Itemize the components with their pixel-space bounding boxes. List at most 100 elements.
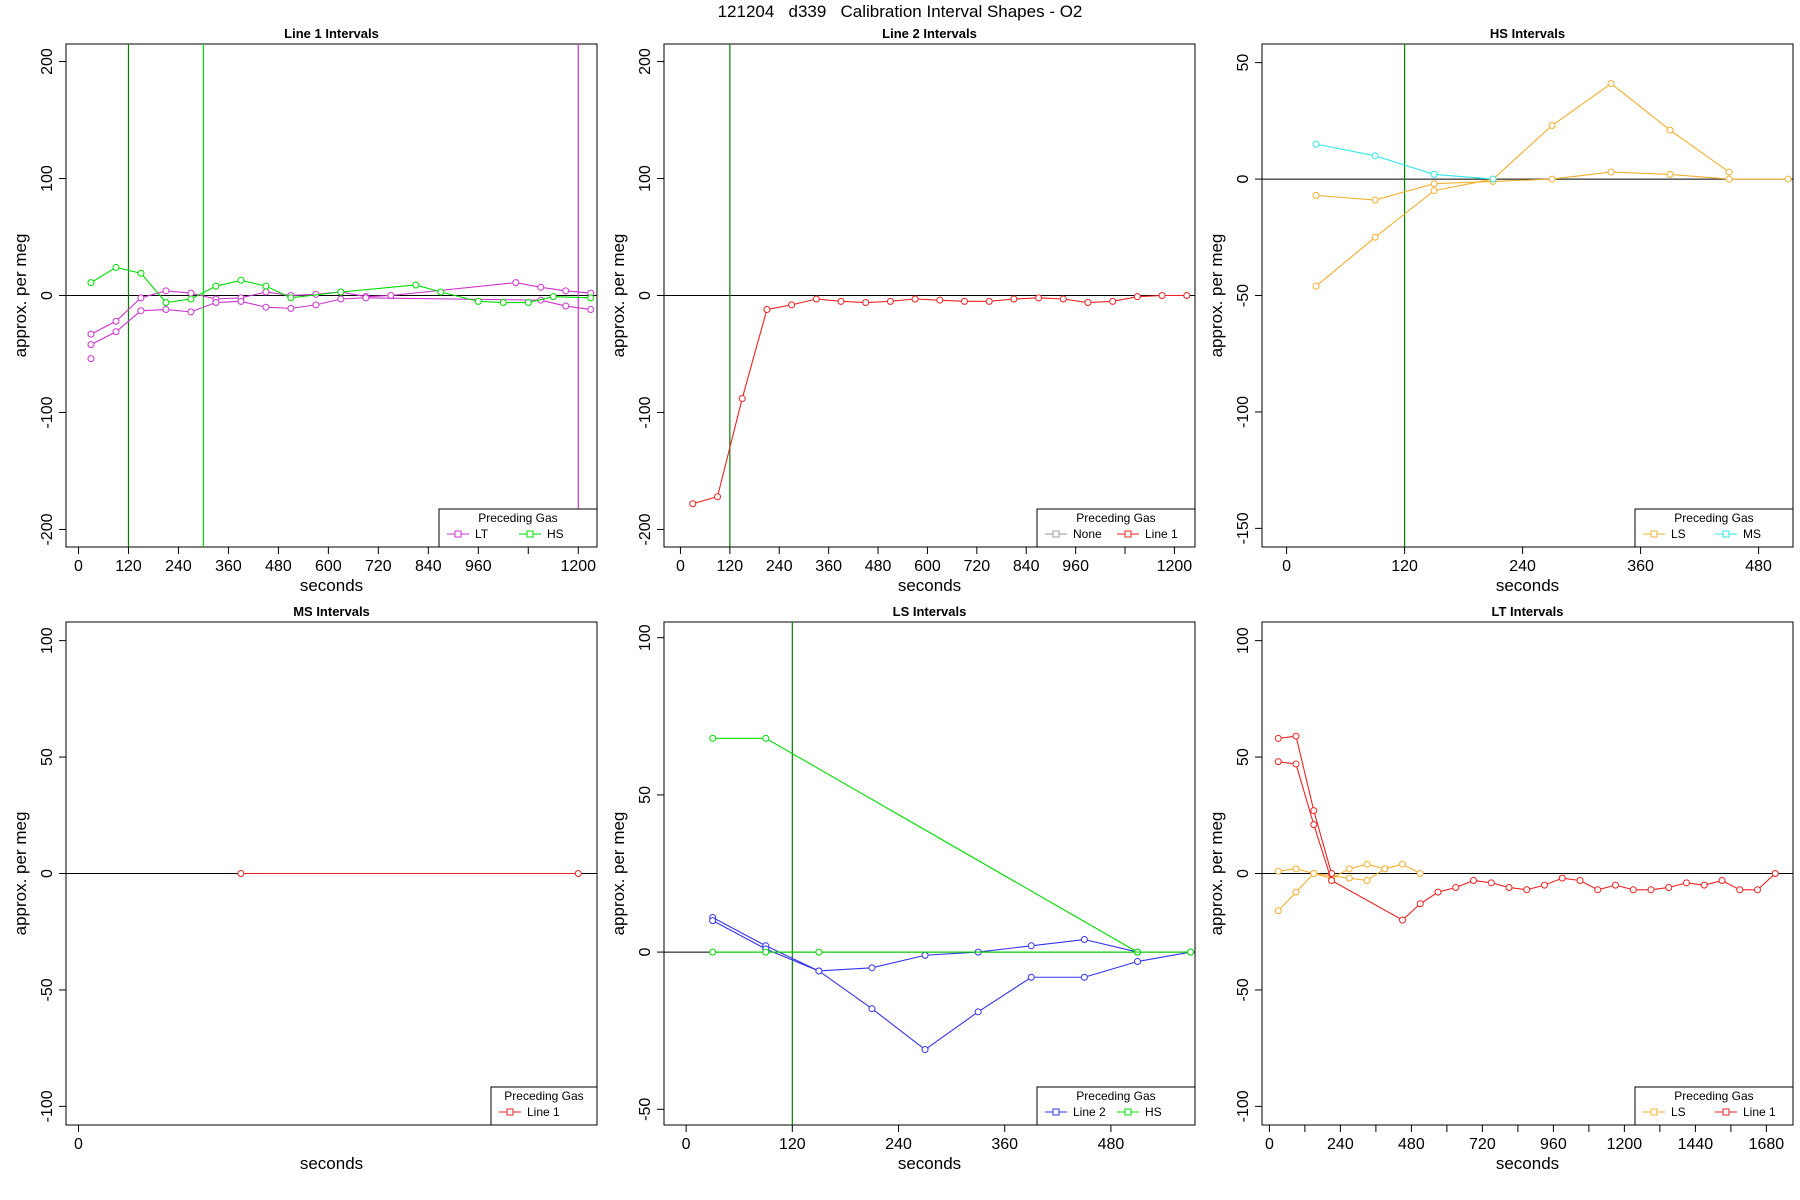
data-point	[1607, 168, 1615, 176]
data-point	[1312, 282, 1320, 290]
data-point	[788, 301, 796, 309]
y-tick-label: -50	[1235, 978, 1252, 1001]
data-point	[738, 394, 746, 402]
x-tick-label: 960	[465, 558, 492, 575]
y-tick-label: -100	[39, 396, 56, 428]
data-point	[1594, 886, 1602, 894]
x-tick-label: 1200	[1157, 558, 1193, 575]
data-point	[1371, 152, 1379, 160]
x-tick-label: 1200	[560, 558, 596, 575]
x-tick-label: 120	[115, 558, 142, 575]
y-axis-label: approx. per meg	[609, 234, 628, 358]
data-point	[1328, 876, 1336, 884]
data-point	[212, 299, 220, 307]
data-point	[337, 288, 345, 296]
data-point	[1558, 874, 1566, 882]
data-point	[437, 288, 445, 296]
legend-label: HS	[1145, 1105, 1162, 1119]
y-tick-label: 0	[637, 948, 654, 957]
data-point	[1548, 175, 1556, 183]
legend-box	[1036, 508, 1196, 548]
x-tick-label: 120	[717, 558, 744, 575]
x-tick-label: 360	[1627, 558, 1654, 575]
x-tick-label: 0	[676, 558, 685, 575]
data-point	[1292, 732, 1300, 740]
y-tick-label: -50	[1235, 284, 1252, 307]
data-point	[974, 1008, 982, 1016]
data-point	[1430, 180, 1438, 188]
panel-title: Line 2 Intervals	[882, 26, 977, 41]
legend-swatch-marker	[506, 1108, 514, 1116]
panel-title: MS Intervals	[293, 604, 370, 619]
legend-label: Line 1	[1743, 1105, 1776, 1119]
data-point	[112, 317, 120, 325]
data-point	[1771, 870, 1779, 877]
data-point	[1784, 175, 1792, 183]
legend-box	[490, 1086, 598, 1126]
data-point	[587, 306, 595, 314]
x-tick-label: 480	[1398, 1136, 1425, 1153]
data-point	[262, 282, 270, 290]
data-point	[574, 870, 582, 877]
x-tick-label: 480	[865, 558, 892, 575]
y-axis-label: approx. per meg	[1207, 234, 1226, 358]
data-point	[1080, 973, 1088, 981]
data-point	[1158, 292, 1166, 299]
data-point	[212, 282, 220, 290]
legend-title: Preceding Gas	[1674, 511, 1753, 525]
y-tick-label: 100	[39, 165, 56, 192]
data-point	[1487, 879, 1495, 887]
data-point	[763, 306, 771, 314]
data-point	[237, 297, 245, 305]
data-point	[1312, 191, 1320, 199]
legend-title: Preceding Gas	[1076, 511, 1155, 525]
data-point	[287, 294, 295, 302]
data-point	[1345, 865, 1353, 873]
data-point	[287, 304, 295, 312]
data-point	[1274, 758, 1282, 766]
data-point	[412, 281, 420, 289]
data-point	[337, 295, 345, 303]
y-axis-label: approx. per meg	[609, 812, 628, 936]
data-point	[1725, 175, 1733, 183]
data-point	[1274, 907, 1282, 915]
data-point	[1548, 122, 1556, 130]
data-point	[1133, 958, 1141, 966]
data-point	[815, 948, 823, 956]
data-point	[549, 293, 557, 301]
series-group	[1274, 732, 1779, 924]
data-point	[237, 276, 245, 284]
data-point	[237, 870, 245, 877]
data-point	[1718, 876, 1726, 884]
legend-label: LS	[1671, 527, 1686, 541]
data-point	[187, 295, 195, 303]
series-group	[689, 292, 1191, 508]
series-line-hs	[712, 737, 1138, 953]
series-group	[1312, 80, 1792, 290]
data-point	[312, 301, 320, 309]
legend-label: Line 2	[1073, 1105, 1106, 1119]
data-point	[1363, 876, 1371, 884]
legend-box	[438, 508, 598, 548]
data-point	[87, 341, 95, 349]
data-point	[1363, 860, 1371, 868]
x-tick-label: 240	[1327, 1136, 1354, 1153]
data-point	[1434, 888, 1442, 896]
legend-box	[1036, 1086, 1196, 1126]
x-tick-label: 720	[963, 558, 990, 575]
data-point	[1452, 883, 1460, 891]
data-point	[960, 297, 968, 305]
y-tick-label: -100	[1235, 396, 1252, 428]
data-point	[187, 308, 195, 316]
data-point	[1505, 883, 1513, 891]
data-point	[1381, 865, 1389, 873]
y-tick-label: 200	[39, 48, 56, 75]
data-point	[1666, 170, 1674, 178]
y-tick-label: 50	[39, 748, 56, 766]
legend-title: Preceding Gas	[1076, 1089, 1155, 1103]
data-point	[1080, 936, 1088, 944]
legend-swatch-marker	[1650, 530, 1658, 538]
data-point	[562, 287, 570, 295]
data-point	[985, 297, 993, 305]
